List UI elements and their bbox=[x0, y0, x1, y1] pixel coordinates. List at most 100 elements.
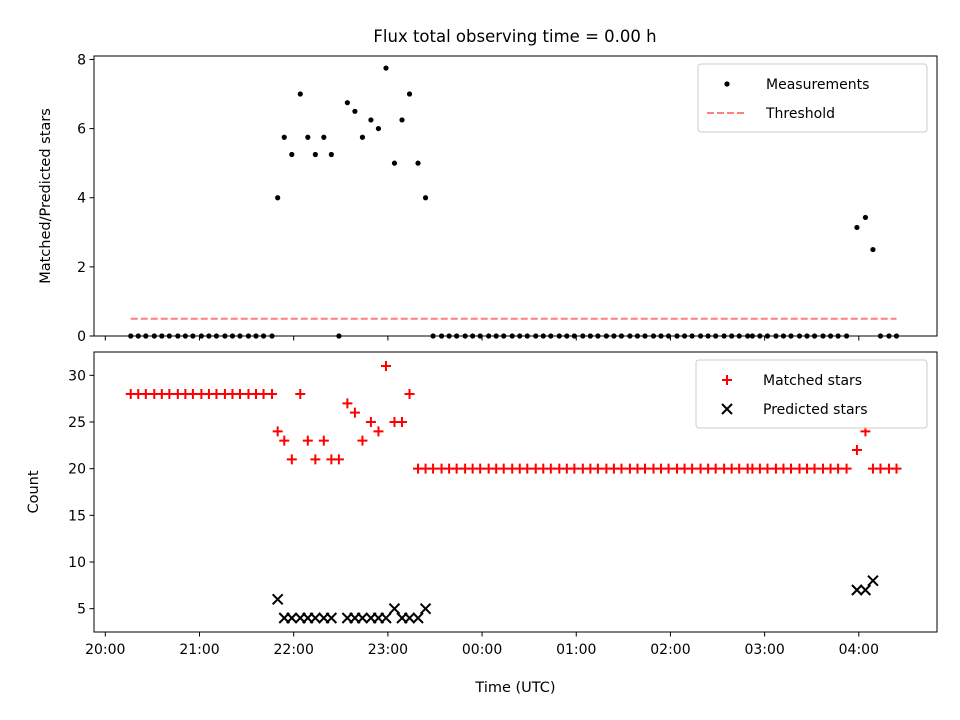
measurement-point bbox=[470, 333, 476, 339]
measurement-point bbox=[697, 333, 704, 339]
y-tick-label: 5 bbox=[77, 602, 86, 618]
measurement-point bbox=[406, 91, 413, 97]
matched-star-point bbox=[365, 417, 376, 427]
legend-label-matched: Matched stars bbox=[763, 373, 862, 389]
measurement-point bbox=[237, 333, 243, 339]
measurement-point bbox=[135, 333, 141, 339]
measurement-point bbox=[749, 333, 755, 339]
measurement-point bbox=[524, 333, 530, 339]
measurement-point bbox=[556, 333, 562, 339]
measurement-point bbox=[757, 333, 763, 339]
legend-box bbox=[697, 63, 928, 133]
matched-star-point bbox=[428, 463, 439, 474]
legend-label-threshold: Threshold bbox=[765, 106, 835, 122]
measurement-point bbox=[275, 195, 281, 201]
matched-star-point bbox=[404, 389, 415, 399]
predicted-star-point bbox=[309, 612, 322, 624]
measurement-point bbox=[580, 333, 586, 339]
measurement-point bbox=[773, 333, 779, 339]
measurement-point bbox=[198, 333, 204, 339]
measurement-point bbox=[430, 333, 436, 339]
matched-star-point bbox=[734, 463, 745, 474]
measurement-point bbox=[509, 333, 515, 339]
legend-label-predicted: Predicted stars bbox=[763, 402, 868, 418]
predicted-star-point bbox=[356, 612, 369, 624]
measurement-point bbox=[289, 151, 295, 158]
x-tick-label: 23:00 bbox=[368, 642, 408, 658]
measurement-point bbox=[650, 333, 657, 339]
measurement-point bbox=[321, 134, 327, 140]
y-tick-label: 6 bbox=[77, 122, 86, 138]
measurement-point bbox=[128, 333, 134, 339]
measurement-point bbox=[721, 333, 727, 339]
measurement-point bbox=[462, 333, 468, 339]
legend-marker-predicted bbox=[721, 403, 733, 415]
matched-star-point bbox=[498, 463, 509, 474]
measurement-point bbox=[399, 117, 405, 123]
predicted-star-point bbox=[851, 584, 863, 596]
matched-star-point bbox=[295, 389, 306, 399]
measurement-point bbox=[260, 333, 267, 339]
measurement-point bbox=[477, 333, 483, 339]
matched-star-point bbox=[211, 389, 222, 399]
matched-star-point bbox=[373, 426, 384, 437]
predicted-star-point bbox=[412, 612, 424, 624]
matched-star-point bbox=[310, 454, 321, 465]
axes-frame bbox=[93, 55, 938, 337]
matched-star-point bbox=[286, 454, 297, 465]
matched-star-point bbox=[342, 398, 353, 409]
y-axis-label: Matched/Predicted stars bbox=[38, 108, 54, 284]
measurement-point bbox=[788, 333, 794, 339]
measurement-point bbox=[893, 333, 900, 339]
measurement-point bbox=[689, 333, 695, 339]
matched-star-point bbox=[569, 463, 580, 474]
measurement-point bbox=[713, 333, 719, 339]
y-tick-label: 0 bbox=[77, 329, 86, 345]
measurement-point bbox=[336, 333, 342, 339]
matched-star-point bbox=[258, 389, 269, 399]
measurement-point bbox=[297, 91, 303, 97]
matched-star-point bbox=[279, 435, 290, 446]
x-tick-label: 03:00 bbox=[744, 642, 784, 658]
matched-star-point bbox=[333, 454, 344, 465]
measurement-point bbox=[143, 333, 149, 339]
measurement-point bbox=[595, 333, 601, 339]
y-tick-label: 15 bbox=[68, 508, 86, 524]
measurement-point bbox=[804, 333, 810, 339]
measurement-point bbox=[166, 333, 172, 339]
measurement-point bbox=[222, 333, 228, 339]
legend-marker-measurements bbox=[724, 81, 730, 87]
matched-star-point bbox=[187, 389, 198, 399]
matched-star-point bbox=[164, 389, 175, 399]
measurement-point bbox=[540, 333, 546, 339]
legend: Matched stars Predicted stars bbox=[695, 359, 928, 429]
matched-star-point bbox=[318, 435, 329, 446]
measurement-point bbox=[627, 333, 633, 339]
measurement-point bbox=[190, 333, 196, 339]
measurement-point bbox=[870, 246, 876, 253]
measurement-point bbox=[827, 333, 834, 339]
y-tick-label: 25 bbox=[68, 415, 86, 431]
matched-star-point bbox=[397, 417, 408, 427]
matched-star-point bbox=[592, 463, 603, 474]
measurement-point bbox=[811, 333, 818, 339]
matched-star-point bbox=[545, 463, 556, 474]
measurement-point bbox=[151, 333, 157, 339]
measurement-point bbox=[312, 151, 318, 158]
matched-star-point bbox=[349, 407, 360, 418]
measurement-point bbox=[391, 160, 398, 166]
measurement-point bbox=[501, 333, 507, 339]
measurement-point bbox=[862, 214, 869, 221]
measurement-point bbox=[182, 333, 188, 339]
matched-star-point bbox=[841, 463, 852, 474]
y-axis-label: Count bbox=[26, 470, 42, 513]
y-tick-label: 2 bbox=[77, 260, 86, 276]
measurement-point bbox=[618, 333, 625, 339]
predicted-star-point bbox=[859, 584, 872, 596]
x-tick-label: 02:00 bbox=[650, 642, 690, 658]
y-tick-label: 8 bbox=[77, 52, 86, 68]
measurement-point bbox=[368, 117, 374, 123]
measurement-point bbox=[344, 100, 350, 106]
measurement-point bbox=[328, 151, 334, 158]
